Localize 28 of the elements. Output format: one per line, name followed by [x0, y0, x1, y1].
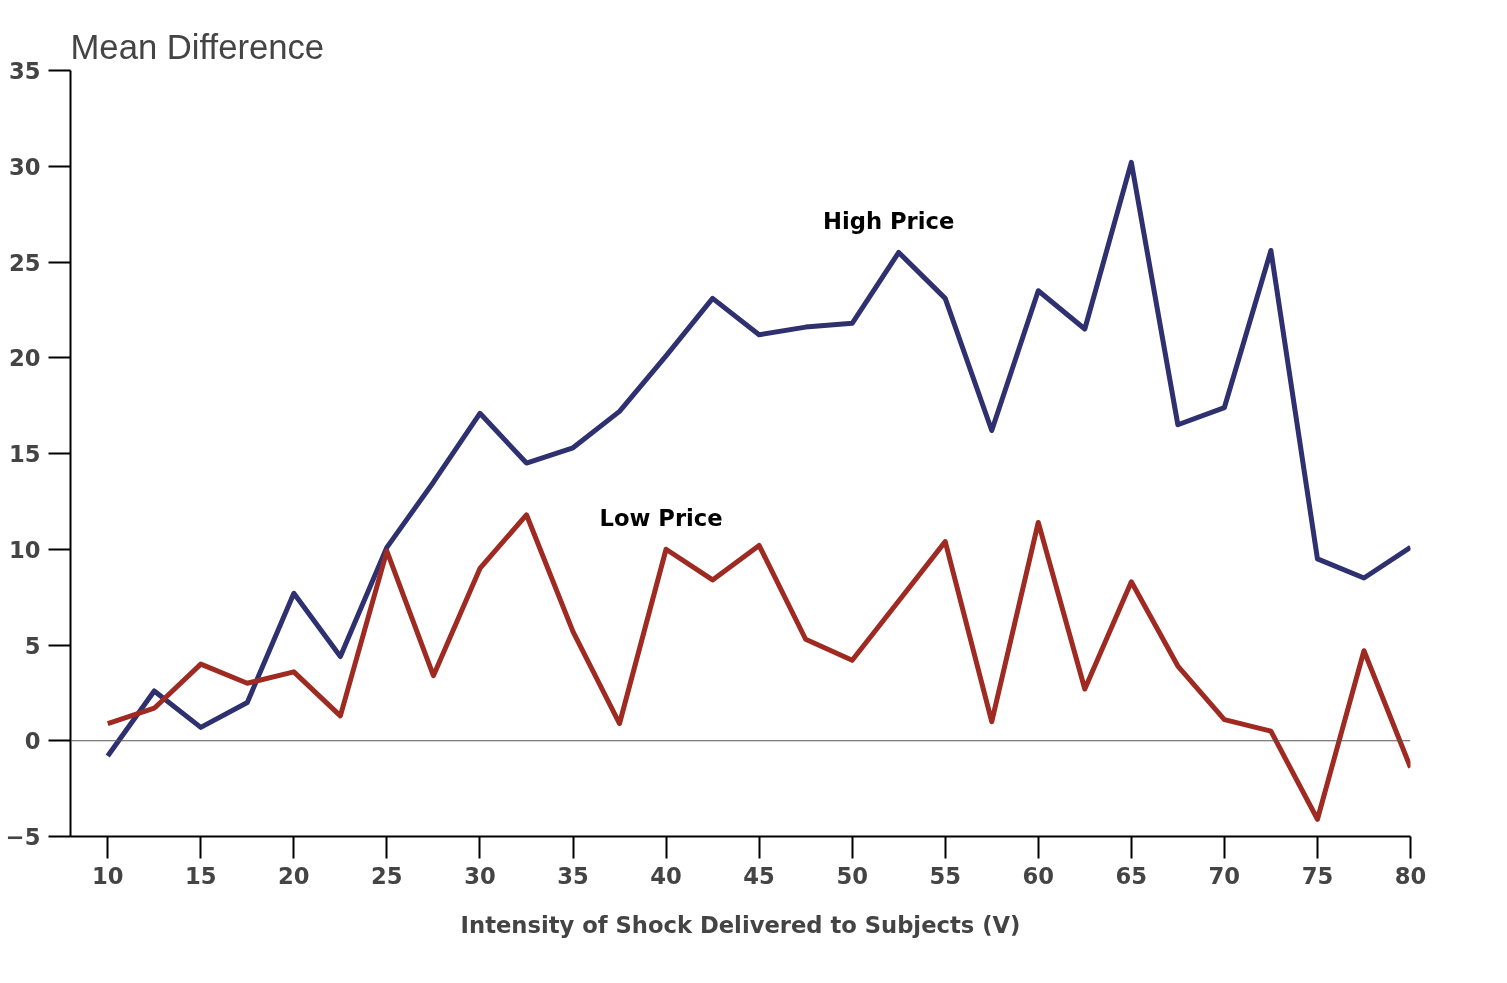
x-tick-label: 10 — [91, 862, 124, 889]
y-tick-label: 35 — [8, 58, 41, 84]
y-tick-label: 15 — [8, 441, 41, 467]
x-tick-label: 75 — [1301, 862, 1334, 889]
series-label: High Price — [823, 208, 955, 235]
x-tick-label: 80 — [1394, 862, 1427, 889]
x-tick-label: 65 — [1115, 862, 1148, 889]
x-tick-label: 20 — [278, 862, 310, 889]
chart-title: Mean Difference — [70, 27, 325, 66]
y-tick-label: 10 — [8, 536, 41, 563]
x-tick-label: 45 — [743, 862, 775, 889]
series-label: Low Price — [599, 505, 723, 532]
x-axis-title: Intensity of Shock Delivered to Subjects (V) — [460, 911, 1021, 938]
x-tick-label: 30 — [464, 862, 496, 889]
x-tick-label: 40 — [650, 862, 682, 889]
x-tick-label: 50 — [836, 862, 868, 889]
y-tick-label: 20 — [8, 345, 41, 372]
y-tick-label: 5 — [24, 632, 41, 659]
x-tick-label: 35 — [557, 862, 589, 889]
y-tick-label: 30 — [8, 153, 41, 180]
x-tick-label: 15 — [185, 862, 217, 889]
x-tick-label: 60 — [1022, 862, 1055, 889]
x-tick-label: 70 — [1208, 862, 1241, 889]
y-tick-label: 25 — [8, 249, 41, 276]
x-tick-label: 25 — [371, 862, 403, 889]
y-tick-label: 0 — [24, 728, 41, 755]
y-tick-label: −5 — [5, 824, 41, 850]
x-tick-label: 55 — [929, 862, 961, 889]
